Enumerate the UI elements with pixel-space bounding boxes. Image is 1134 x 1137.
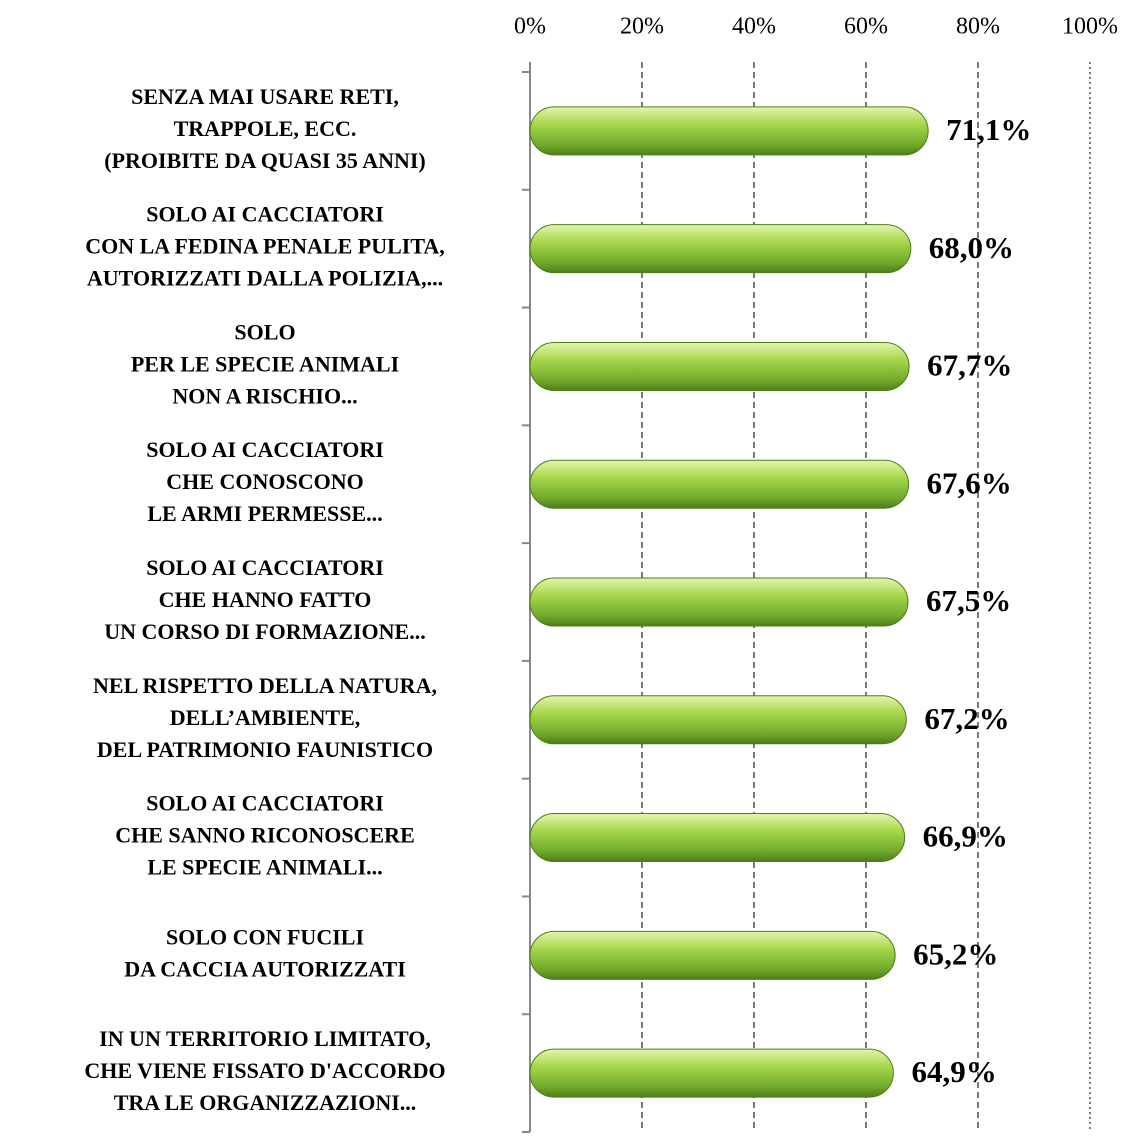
bar (529, 930, 896, 980)
bar (529, 813, 906, 863)
bar (529, 341, 910, 391)
category-label: SOLO CON FUCILI DA CACCIA AUTORIZZATI (124, 924, 406, 981)
x-tick-label: 20% (620, 14, 664, 40)
x-tick-label: 0% (514, 14, 546, 40)
x-tick-label: 40% (732, 14, 776, 40)
value-label: 67,2% (924, 701, 1009, 736)
x-tick-label: 60% (844, 14, 888, 40)
value-label: 67,5% (926, 583, 1011, 618)
value-label: 67,6% (927, 465, 1012, 500)
x-tick-label: 80% (956, 14, 1000, 40)
category-label: SOLO PER LE SPECIE ANIMALI NON A RISCHIO..… (131, 319, 399, 408)
value-label: 64,9% (911, 1054, 996, 1089)
value-label: 68,0% (929, 230, 1014, 265)
category-label: SOLO AI CACCIATORI CHE SANNO RICONOSCERE L… (115, 791, 415, 880)
category-label: SOLO AI CACCIATORI CON LA FEDINA PENALE P… (85, 202, 445, 291)
bar (529, 459, 910, 509)
value-label: 71,1% (946, 112, 1031, 147)
category-label: SOLO AI CACCIATORI CHE CONOSCONO LE ARMI P… (146, 437, 384, 526)
category-label: SENZA MAI USARE RETI, TRAPPOLE, ECC. (PROI… (104, 84, 426, 173)
x-tick-label: 100% (1062, 14, 1118, 40)
value-label: 67,7% (927, 348, 1012, 383)
category-label: SOLO AI CACCIATORI CHE HANNO FATTO UN CORS… (104, 555, 425, 644)
bar (529, 106, 929, 156)
bar (529, 224, 912, 274)
bar (529, 695, 907, 745)
value-label: 66,9% (923, 819, 1008, 854)
category-label: NEL RISPETTO DELLA NATURA, DELL’AMBIENTE,… (93, 673, 437, 762)
bar (529, 1048, 894, 1098)
category-label: IN UN TERRITORIO LIMITATO, CHE VIENE FISS… (84, 1026, 445, 1115)
value-label: 65,2% (913, 936, 998, 971)
bar (529, 577, 909, 627)
